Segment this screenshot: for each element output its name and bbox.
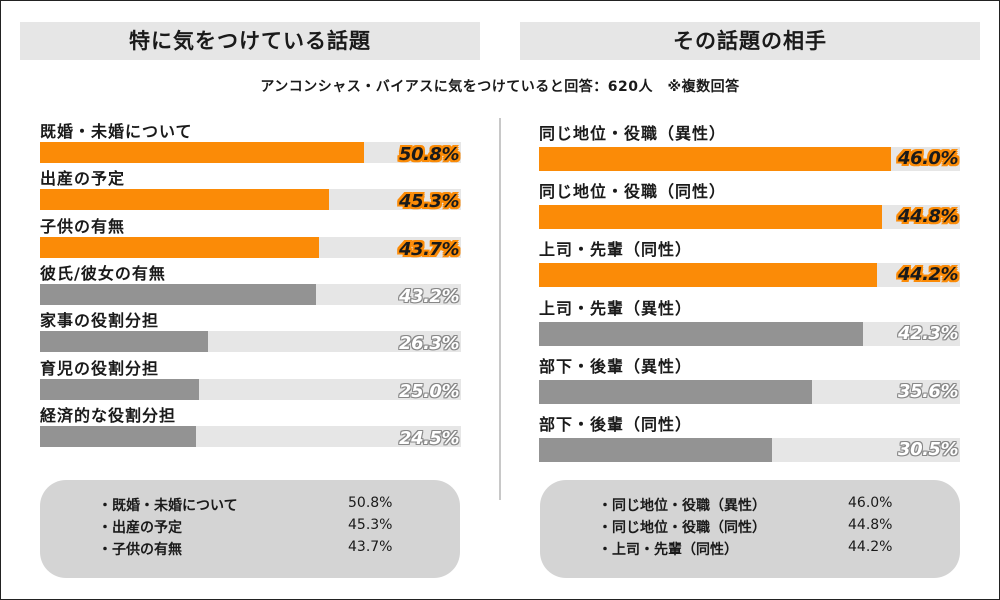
bar-row: 既婚・未婚について 50.8% xyxy=(40,118,461,178)
bar-row: 上司・先輩（同性） 44.2% xyxy=(539,236,960,296)
category-label: 出産の予定 xyxy=(40,169,126,189)
bar-row: 出産の予定 45.3% xyxy=(40,165,461,225)
summary-value: 44.8% xyxy=(848,517,893,533)
counterparts-bar-chart: 同じ地位・役職（異性） 46.0% 同じ地位・役職（同性） 44.8% 上司・先輩（同性… xyxy=(539,120,960,471)
category-label: 上司・先輩（同性） xyxy=(539,240,693,260)
panel-divider xyxy=(499,118,501,500)
summary-row: ・子供の有無 43.7% xyxy=(40,539,460,561)
value-label: 50.8% xyxy=(399,144,459,165)
bar-row: 部下・後輩（異性） 35.6% xyxy=(539,353,960,413)
value-label: 43.7% xyxy=(399,238,459,260)
bar-row: 彼氏/彼女の有無 43.2% xyxy=(40,260,461,320)
left-top3-summary: ・既婚・未婚について 50.8% ・出産の予定 45.3% ・子供の有無 43.… xyxy=(40,480,460,578)
category-label: 既婚・未婚について xyxy=(40,122,193,141)
bar-row: 同じ地位・役職（同性） 44.8% xyxy=(539,178,960,238)
bar-track xyxy=(40,331,461,353)
right-top3-summary: ・同じ地位・役職（異性） 46.0% ・同じ地位・役職（同性） 44.8% ・上… xyxy=(540,480,960,578)
bar xyxy=(40,378,200,400)
category-label: 同じ地位・役職（同性） xyxy=(539,182,727,202)
value-label: 44.2% xyxy=(898,264,958,286)
summary-label: ・同じ地位・役職（同性） xyxy=(598,520,766,536)
category-label: 部下・後輩（同性） xyxy=(539,415,693,434)
summary-value: 44.2% xyxy=(848,539,893,555)
value-label: 35.6% xyxy=(898,380,958,402)
bar-row: 上司・先輩（異性） 42.3% xyxy=(539,295,960,355)
bar xyxy=(40,331,208,353)
summary-value: 46.0% xyxy=(848,495,893,511)
left-panel-title: 特に気をつけている話題 xyxy=(20,22,480,60)
category-label: 同じ地位・役職（異性） xyxy=(539,124,727,143)
summary-row: ・同じ地位・役職（同性） 44.8% xyxy=(540,517,960,539)
value-label: 30.5% xyxy=(898,439,958,460)
bar-track xyxy=(539,438,960,462)
value-label: 46.0% xyxy=(898,148,958,169)
bar-track xyxy=(40,236,461,258)
bar xyxy=(40,236,319,258)
bar-track xyxy=(539,321,960,346)
summary-row: ・既婚・未婚について 50.8% xyxy=(40,495,460,517)
bar-track xyxy=(40,283,461,305)
bar-track xyxy=(40,378,461,400)
bar-row: 育児の役割分担 25.0% xyxy=(40,355,461,415)
bar-track xyxy=(539,263,960,288)
bar xyxy=(40,425,197,447)
bar xyxy=(539,438,773,462)
category-label: 上司・先輩（異性） xyxy=(539,298,693,318)
topics-bar-chart: 既婚・未婚について 50.8% 出産の予定 45.3% 子供の有無 43.7% 彼氏/彼女の… xyxy=(40,118,461,462)
bar xyxy=(539,379,812,404)
category-label: 育児の役割分担 xyxy=(40,358,160,378)
bar-row: 同じ地位・役職（異性） 46.0% xyxy=(539,120,960,180)
summary-label: ・上司・先輩（同性） xyxy=(598,542,738,558)
value-label: 45.3% xyxy=(399,191,459,213)
bar xyxy=(539,321,863,346)
bar-track xyxy=(539,205,960,230)
category-label: 家事の役割分担 xyxy=(40,311,160,331)
summary-value: 50.8% xyxy=(348,495,393,511)
summary-row: ・上司・先輩（同性） 44.2% xyxy=(540,539,960,561)
bar xyxy=(40,283,316,305)
bar-row: 家事の役割分担 26.3% xyxy=(40,307,461,367)
summary-label: ・出産の予定 xyxy=(98,520,182,536)
bar-row: 部下・後輩（同性） 30.5% xyxy=(539,411,960,471)
bar xyxy=(539,263,878,288)
value-label: 44.8% xyxy=(898,206,958,228)
category-label: 彼氏/彼女の有無 xyxy=(40,263,166,283)
bar-row: 子供の有無 43.7% xyxy=(40,213,461,273)
value-label: 43.2% xyxy=(399,285,459,307)
bar xyxy=(539,147,892,171)
bar xyxy=(40,142,365,163)
summary-value: 45.3% xyxy=(348,517,393,533)
value-label: 26.3% xyxy=(399,333,459,355)
bar-track xyxy=(539,379,960,404)
bar-track xyxy=(40,142,461,163)
value-label: 42.3% xyxy=(898,322,958,344)
bar xyxy=(539,205,882,230)
summary-row: ・出産の予定 45.3% xyxy=(40,517,460,539)
summary-label: ・既婚・未婚について xyxy=(98,498,238,514)
bar-track xyxy=(40,425,461,447)
summary-value: 43.7% xyxy=(348,539,393,555)
bar-row: 経済的な役割分担 24.5% xyxy=(40,402,461,462)
summary-label: ・子供の有無 xyxy=(98,542,182,558)
summary-row: ・同じ地位・役職（異性） 46.0% xyxy=(540,495,960,517)
value-label: 24.5% xyxy=(399,427,459,449)
summary-label: ・同じ地位・役職（異性） xyxy=(598,498,766,514)
right-panel-title: その話題の相手 xyxy=(520,22,980,60)
bar-track xyxy=(539,147,960,171)
category-label: 子供の有無 xyxy=(40,216,126,236)
bar xyxy=(40,189,329,211)
category-label: 経済的な役割分担 xyxy=(40,405,177,425)
value-label: 25.0% xyxy=(399,380,459,402)
subtitle: アンコンシャス・バイアスに気をつけていると回答：620人 ※複数回答 xyxy=(260,79,740,95)
bar-track xyxy=(40,189,461,211)
category-label: 部下・後輩（異性） xyxy=(539,356,693,376)
